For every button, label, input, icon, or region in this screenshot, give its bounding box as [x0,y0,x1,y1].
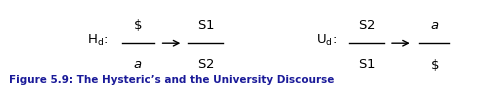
Text: $\mathrm{S1}$: $\mathrm{S1}$ [196,19,214,32]
Text: $a$: $a$ [133,58,142,71]
Text: $\$$: $\$$ [429,57,438,73]
Text: $a$: $a$ [429,19,438,32]
Text: $\mathrm{S1}$: $\mathrm{S1}$ [357,58,375,71]
Text: $\mathrm{H}_{\mathrm{d}}$:: $\mathrm{H}_{\mathrm{d}}$: [87,33,108,48]
Text: $\mathrm{S2}$: $\mathrm{S2}$ [357,19,374,32]
Text: $\$$: $\$$ [133,17,142,33]
Text: $\mathrm{S2}$: $\mathrm{S2}$ [197,58,214,71]
Text: $\mathrm{U}_{\mathrm{d}}$:: $\mathrm{U}_{\mathrm{d}}$: [315,33,336,48]
Text: Figure 5.9: The Hysteric’s and the University Discourse: Figure 5.9: The Hysteric’s and the Unive… [9,75,334,85]
